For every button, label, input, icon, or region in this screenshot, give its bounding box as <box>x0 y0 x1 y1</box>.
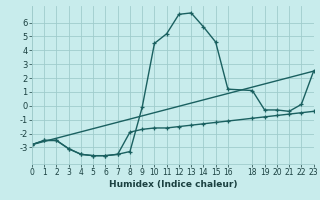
X-axis label: Humidex (Indice chaleur): Humidex (Indice chaleur) <box>108 180 237 189</box>
